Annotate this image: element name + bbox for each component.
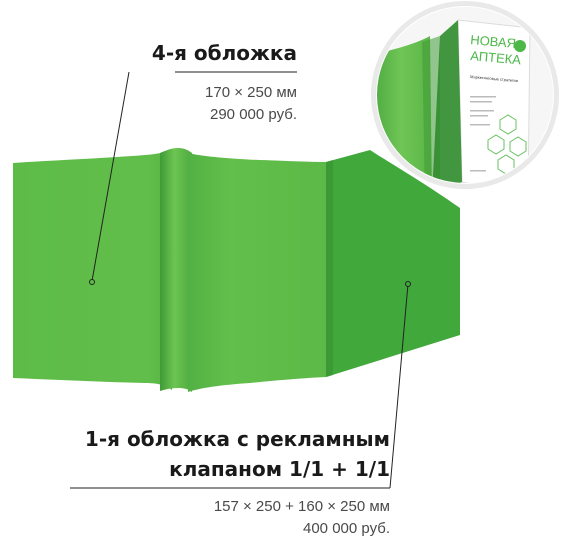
front-cover-marker bbox=[405, 281, 411, 287]
advertising-flap-panel bbox=[326, 150, 460, 377]
spine-panel bbox=[160, 148, 192, 392]
back-cover-title: 4-я обложка bbox=[151, 41, 297, 65]
back-cover-marker bbox=[89, 279, 95, 285]
back-cover-size: 170 × 250 мм bbox=[205, 84, 297, 101]
front-cover-panel bbox=[188, 153, 326, 392]
front-cover-title-line2: клапаном 1/1 + 1/1 bbox=[169, 457, 390, 481]
front-cover-size: 157 × 250 + 160 × 250 мм bbox=[213, 498, 390, 515]
magazine-text-lines bbox=[470, 96, 496, 172]
magazine-name-line1: НОВАЯ bbox=[470, 32, 517, 51]
front-cover-leader-line bbox=[389, 283, 409, 489]
magnified-cover-detail: НОВАЯ АПТЕКА Маркетинговые стратегии bbox=[377, 7, 553, 183]
magazine-logo-icon bbox=[514, 40, 526, 52]
back-cover-panel bbox=[13, 151, 172, 390]
back-cover-price: 290 000 руб. bbox=[210, 106, 297, 123]
flap-fold-shade bbox=[326, 160, 333, 377]
back-cover-leader-line bbox=[91, 71, 130, 282]
front-cover-title-line1: 1-я обложка с рекламным bbox=[84, 427, 390, 451]
front-cover-price: 400 000 руб. bbox=[303, 520, 390, 537]
magazine-subtitle: Маркетинговые стратегии bbox=[470, 74, 518, 83]
magazine-name-line2: АПТЕКА bbox=[470, 48, 522, 67]
